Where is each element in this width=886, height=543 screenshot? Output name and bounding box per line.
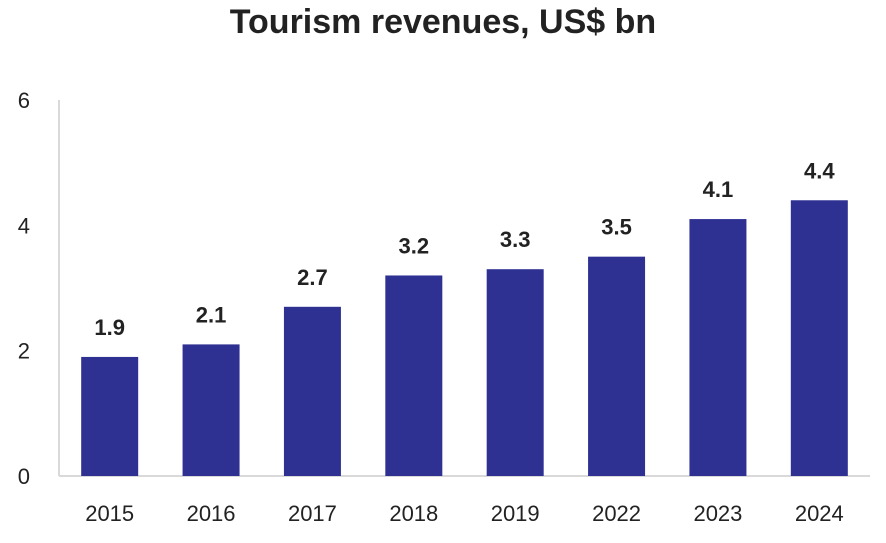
x-tick-label: 2015 (85, 501, 134, 526)
x-tick-label: 2023 (693, 501, 742, 526)
y-tick-label: 4 (18, 213, 30, 238)
data-label: 4.1 (703, 177, 734, 202)
x-tick-label: 2018 (389, 501, 438, 526)
chart-title: Tourism revenues, US$ bn (229, 3, 657, 41)
bars (81, 200, 848, 477)
data-label: 3.3 (500, 227, 531, 252)
bar (81, 356, 139, 476)
data-label: 3.5 (601, 215, 632, 240)
bar (588, 256, 646, 476)
bar (790, 200, 848, 476)
x-tick-label: 2016 (187, 501, 236, 526)
x-tick-label: 2022 (592, 501, 641, 526)
data-labels: 1.9 2.1 2.7 3.2 3.3 3.5 4.1 4.4 (94, 158, 835, 340)
y-tick-label: 0 (18, 464, 30, 489)
bar (182, 344, 240, 476)
x-axis: 2015 2016 2017 2018 2019 2022 2023 2024 (59, 475, 870, 526)
y-tick-label: 2 (18, 339, 30, 364)
data-label: 1.9 (94, 315, 125, 340)
x-tick-label: 2024 (795, 501, 844, 526)
data-label: 4.4 (804, 158, 835, 183)
x-tick-label: 2019 (491, 501, 540, 526)
data-label: 3.2 (399, 233, 430, 258)
data-label: 2.7 (297, 265, 328, 290)
bar (689, 219, 747, 477)
bar (486, 269, 544, 476)
y-tick-label: 6 (18, 88, 30, 113)
bar (283, 306, 341, 476)
data-label: 2.1 (196, 302, 227, 327)
x-tick-label: 2017 (288, 501, 337, 526)
y-axis: 0 2 4 6 (18, 88, 60, 489)
bar (385, 275, 443, 476)
